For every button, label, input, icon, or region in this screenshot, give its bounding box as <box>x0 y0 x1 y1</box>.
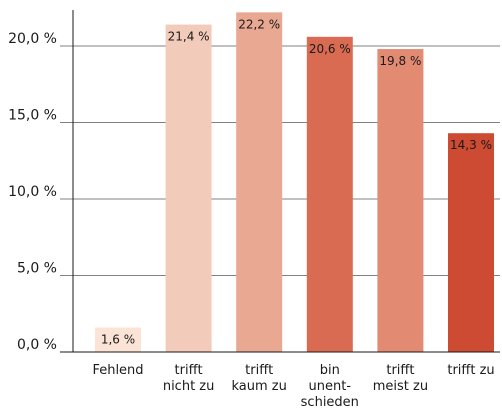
bar <box>306 36 353 352</box>
x-tick-label-line: kaum zu <box>232 379 287 394</box>
x-tick-label-line: Fehlend <box>92 363 143 378</box>
x-tick-label: trifft kaum zu <box>232 363 287 394</box>
x-tick-label-line: schieden <box>301 395 359 410</box>
bar <box>95 327 141 352</box>
x-tick-label-line: trifft <box>386 363 414 378</box>
data-label: 20,6 % <box>309 42 351 56</box>
data-label: 21,4 % <box>168 30 210 44</box>
x-tick-label: trifft zu <box>447 363 494 378</box>
label-layer: 0,0 % 5,0 % 10,0 % 15,0 % 20,0 % 1,6 % 21,4 % 2… <box>8 17 495 410</box>
data-label: 19,8 % <box>379 54 421 68</box>
x-tick-label: trifft meist zu <box>373 363 428 394</box>
x-tick-label-line: trifft zu <box>447 363 494 378</box>
bar <box>165 24 212 353</box>
axis-layer <box>60 10 500 353</box>
x-tick-label-line: trifft <box>175 363 203 378</box>
y-tick-label: 10,0 % <box>8 184 57 200</box>
y-tick-label: 20,0 % <box>8 31 57 47</box>
x-tick-label-line: trifft <box>245 363 273 378</box>
x-tick-label-line: nicht zu <box>163 379 215 394</box>
y-tick-label: 5,0 % <box>17 261 57 277</box>
data-label: 1,6 % <box>101 333 135 347</box>
bar <box>377 49 424 353</box>
data-label: 14,3 % <box>450 138 492 152</box>
bar <box>448 133 494 352</box>
x-tick-label: Fehlend <box>92 363 143 378</box>
bar <box>236 12 283 353</box>
y-tick-label: 15,0 % <box>8 108 57 124</box>
x-tick-label-line: bin <box>320 363 340 378</box>
x-tick-label: trifft nicht zu <box>163 363 215 394</box>
x-tick-label-line: meist zu <box>373 379 428 394</box>
data-label: 22,2 % <box>238 17 280 31</box>
x-tick-label-line: unent- <box>309 379 352 394</box>
x-tick-label: bin unent-schieden <box>301 363 359 410</box>
bar-layer <box>95 12 494 353</box>
y-tick-label: 0,0 % <box>17 337 57 353</box>
